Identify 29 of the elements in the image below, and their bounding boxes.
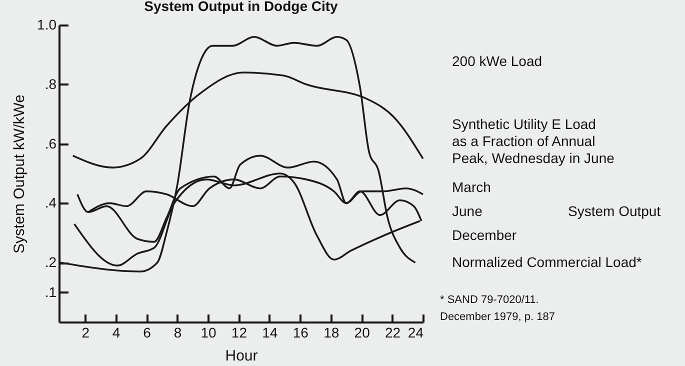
x-axis-title: Hour bbox=[225, 348, 258, 364]
x-tick-label: 6 bbox=[143, 324, 152, 340]
text: December bbox=[452, 227, 517, 243]
x-tick-label: 20 bbox=[354, 324, 370, 340]
x-tick-label: 2 bbox=[82, 324, 90, 340]
x-tick-label: 14 bbox=[262, 324, 278, 340]
x-tick-label: 8 bbox=[174, 324, 182, 340]
text: Synthetic Utility E Load as a Fraction of Annual Peak, Wednesday in June bbox=[452, 116, 615, 166]
text: 200 kWe Load bbox=[452, 53, 542, 69]
text: * SAND 79-7020/11. December 1979, p. 187 bbox=[440, 294, 555, 323]
y-tick-label: .2 bbox=[44, 254, 57, 270]
text: June bbox=[452, 203, 483, 219]
x-tick-label: 12 bbox=[231, 324, 248, 340]
y-tick-label: .4 bbox=[44, 194, 57, 211]
text: Normalized Commercial Load* bbox=[452, 254, 642, 270]
y-tick-label: .8 bbox=[44, 76, 57, 92]
y-tick-label: 1.0 bbox=[37, 16, 57, 32]
x-tick-label: 24 bbox=[408, 324, 424, 340]
x-tick-label: 16 bbox=[292, 324, 309, 340]
x-tick-label: 22 bbox=[384, 324, 401, 340]
chart-title: System Output in Dodge City bbox=[144, 0, 338, 14]
y-tick-label: .1 bbox=[44, 284, 57, 300]
text: System Output bbox=[568, 203, 661, 219]
x-tick-label: 4 bbox=[112, 324, 120, 340]
text: March bbox=[452, 179, 491, 195]
y-axis-title: System Output kW/kWe bbox=[11, 94, 28, 254]
x-tick-label: 10 bbox=[200, 324, 216, 340]
y-tick-label: .6 bbox=[44, 135, 57, 152]
x-tick-label: 18 bbox=[324, 324, 340, 340]
